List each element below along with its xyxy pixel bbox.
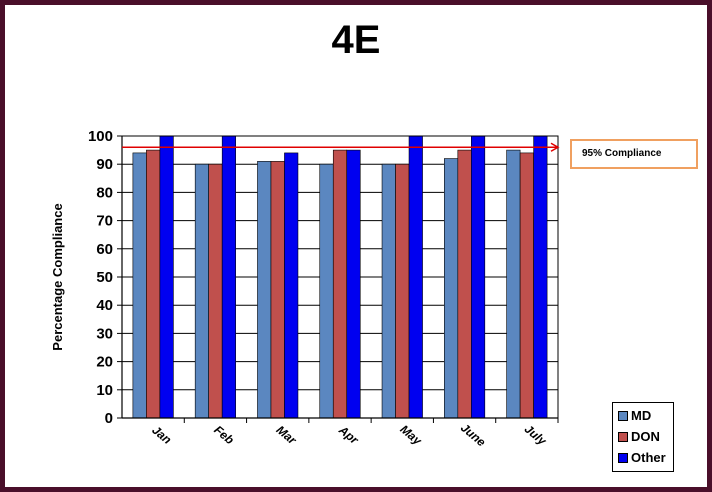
bar-other-apr	[346, 149, 361, 419]
x-tick-label-may: May	[397, 422, 425, 449]
bar-md-feb	[194, 163, 209, 419]
bar-don-apr	[332, 149, 348, 419]
y-tick-label-80: 80	[96, 184, 113, 201]
bar-other-mar	[284, 152, 299, 419]
legend-item-other: Other	[618, 447, 673, 468]
bar-don-jan	[146, 149, 161, 419]
y-tick-label-20: 20	[96, 354, 113, 371]
y-tick-label-30: 30	[96, 325, 113, 342]
legend-swatch-md	[618, 410, 628, 421]
bar-don-feb	[208, 163, 223, 419]
legend: MD DON Other	[612, 402, 674, 472]
y-tick-label-70: 70	[96, 213, 113, 230]
legend-swatch-other	[618, 452, 628, 463]
bar-md-july	[506, 149, 521, 419]
chart-title: 4E	[331, 18, 381, 62]
bar-don-mar	[270, 161, 285, 419]
plot-border	[121, 135, 559, 419]
y-tick-label-50: 50	[96, 269, 113, 286]
bar-don-july	[519, 152, 534, 419]
bar-md-mar	[257, 161, 272, 419]
bar-md-jan	[132, 152, 147, 419]
x-tick-label-july: July	[522, 422, 550, 449]
legend-item-don: DON	[618, 426, 673, 447]
bar-don-june	[457, 149, 472, 419]
x-tick-label-mar: Mar	[274, 423, 300, 448]
x-tick-label-jan: Jan	[149, 423, 174, 447]
legend-label-other: Other	[631, 450, 666, 465]
bar-don-may	[395, 163, 410, 419]
compliance-annotation: 95% Compliance	[570, 139, 698, 169]
bar-md-apr	[319, 163, 334, 419]
x-tick-label-apr: Apr	[335, 422, 362, 448]
bar-other-may	[408, 135, 423, 419]
y-tick-label-40: 40	[96, 297, 113, 314]
bar-other-july	[533, 135, 548, 419]
y-tick-label-100: 100	[88, 128, 113, 145]
legend-item-md: MD	[618, 405, 673, 426]
bar-md-may	[381, 163, 396, 419]
bar-other-jan	[159, 135, 174, 419]
legend-swatch-don	[618, 431, 628, 442]
bar-other-june	[471, 135, 486, 419]
compliance-arrow-icon	[550, 142, 560, 152]
bar-other-feb	[221, 135, 236, 419]
y-tick-label-60: 60	[96, 241, 113, 258]
y-axis-label: Percentage Compliance	[50, 203, 65, 350]
legend-label-md: MD	[631, 408, 652, 423]
legend-label-don: DON	[631, 429, 660, 444]
y-tick-label-0: 0	[105, 410, 113, 427]
y-tick-label-90: 90	[96, 156, 113, 173]
y-tick-label-10: 10	[96, 382, 113, 399]
x-tick-label-june: June	[458, 421, 489, 450]
x-tick-label-feb: Feb	[211, 423, 236, 447]
bar-md-june	[444, 158, 459, 419]
